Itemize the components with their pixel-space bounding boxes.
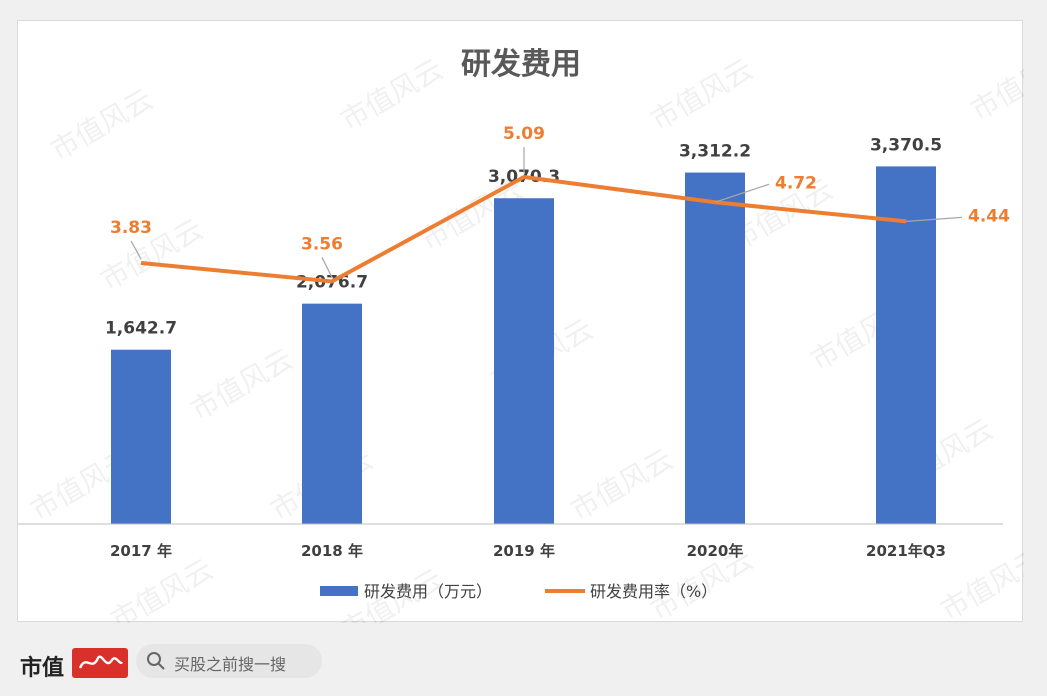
x-tick-label: 2020年 [687, 542, 744, 560]
watermark-text: 市值风云 [935, 542, 1024, 623]
watermark-text: 市值风云 [645, 52, 759, 137]
watermark-text: 市值风云 [45, 82, 159, 167]
line-data-label: 3.83 [110, 218, 152, 238]
bar-data-label: 3,370.5 [870, 135, 942, 155]
watermark-text: 市值风云 [105, 552, 219, 623]
search-icon [147, 652, 165, 670]
leader-line [714, 183, 770, 203]
line-data-label: 4.44 [968, 206, 1010, 226]
legend-swatch-bar [320, 586, 358, 596]
chart-card: 市值风云 市值风云 市值风云 市值风云 市值风云 市值风云 市值风云 市值风云 市值风云 市值风云… [17, 20, 1024, 623]
leader-line [905, 216, 963, 222]
x-tick-label: 2021年Q3 [866, 542, 946, 560]
bottom-bar: 市值 买股之前搜一搜 [0, 632, 1047, 696]
search-placeholder: 买股之前搜一搜 [174, 655, 287, 674]
watermark-text: 市值风云 [185, 342, 299, 427]
watermark-text: 市值风云 [565, 442, 679, 527]
bar-data-label: 3,312.2 [679, 142, 751, 162]
watermark-text: 市值风云 [965, 42, 1024, 127]
line-data-label: 5.09 [503, 124, 545, 144]
bar [302, 303, 362, 524]
line-series [140, 175, 907, 284]
bar [494, 198, 554, 525]
x-tick-label: 2019 年 [493, 542, 555, 560]
leader-line [321, 257, 333, 278]
search-box[interactable]: 买股之前搜一搜 [136, 644, 322, 678]
x-tick-label: 2018 年 [301, 542, 363, 560]
x-tick-label: 2017 年 [110, 542, 172, 560]
bar [685, 172, 745, 525]
line-data-label: 3.56 [301, 234, 343, 254]
line-data-label: 4.72 [775, 173, 817, 193]
bar [111, 349, 171, 524]
watermark-text: 市值风云 [335, 52, 449, 137]
legend-label: 研发费用（万元） [364, 582, 492, 601]
bar [876, 166, 936, 524]
brand-logo: 市值 [20, 655, 65, 681]
leader-line [130, 240, 142, 260]
chart-title: 研发费用 [461, 47, 581, 82]
brand-badge-icon [72, 648, 128, 678]
bar-data-label: 1,642.7 [105, 319, 177, 339]
legend-label: 研发费用率（%） [590, 582, 717, 601]
